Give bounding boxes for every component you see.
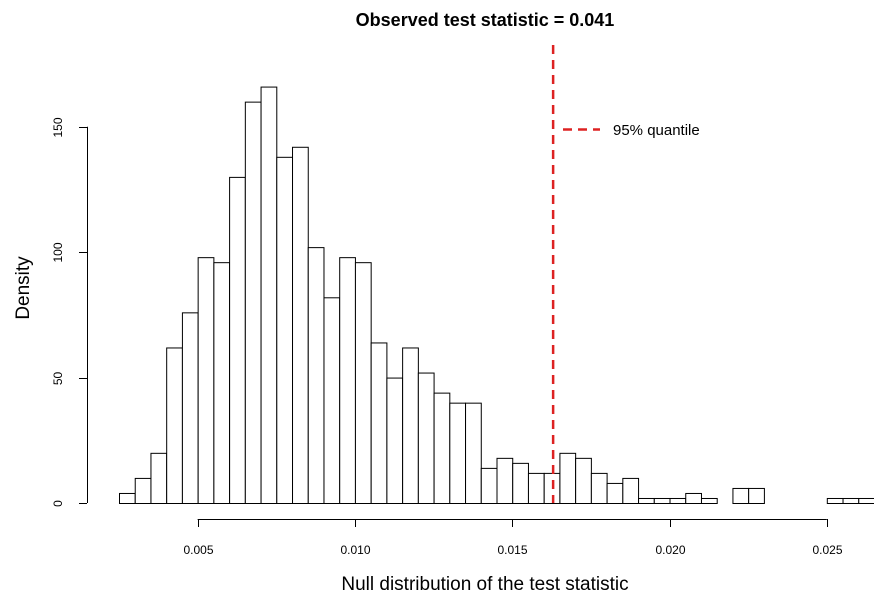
histogram-bar bbox=[402, 347, 419, 504]
histogram-bar bbox=[292, 146, 309, 504]
histogram-bar bbox=[638, 497, 655, 504]
histogram-bar bbox=[323, 297, 341, 504]
histogram-bar bbox=[433, 392, 451, 505]
y-tick-label: 50 bbox=[51, 372, 65, 386]
histogram-bar bbox=[244, 101, 262, 504]
histogram-bar bbox=[260, 86, 278, 504]
histogram-bar bbox=[339, 257, 356, 504]
x-tick-label: 0.020 bbox=[655, 543, 685, 557]
histogram-bar bbox=[386, 377, 404, 505]
x-tick-label: 0.010 bbox=[340, 543, 370, 557]
x-tick-label: 0.025 bbox=[812, 543, 842, 557]
y-axis: 0 50 100 150 bbox=[51, 117, 88, 507]
histogram-bar bbox=[370, 342, 388, 504]
y-axis-title: Density bbox=[13, 256, 34, 320]
histogram-bar bbox=[465, 402, 482, 504]
histogram-bar bbox=[181, 312, 199, 504]
legend-label: 95% quantile bbox=[613, 122, 700, 139]
histogram-bar bbox=[276, 156, 294, 504]
histogram-bar bbox=[669, 497, 687, 504]
histogram-bar bbox=[496, 457, 514, 504]
histogram-bar bbox=[417, 372, 435, 504]
histogram-bar bbox=[590, 472, 608, 505]
histogram-bar bbox=[700, 497, 718, 504]
histogram-bar bbox=[606, 482, 624, 504]
histogram-bar bbox=[150, 452, 168, 505]
legend: 95% quantile bbox=[563, 122, 700, 139]
histogram-bar bbox=[622, 477, 640, 504]
histogram-bar bbox=[307, 247, 325, 504]
y-tick-label: 100 bbox=[51, 242, 65, 262]
histogram-bar bbox=[559, 452, 577, 505]
histogram-bar bbox=[527, 472, 545, 505]
histogram-bar bbox=[480, 467, 498, 505]
histogram-bar bbox=[575, 457, 592, 504]
histogram-bar bbox=[858, 497, 874, 504]
histogram-bar bbox=[197, 257, 215, 504]
histogram-bars bbox=[119, 86, 874, 505]
histogram-bar bbox=[842, 497, 860, 504]
histogram-bar bbox=[229, 176, 246, 504]
histogram-bar bbox=[748, 487, 765, 505]
histogram-bar bbox=[119, 492, 136, 505]
y-tick-label: 0 bbox=[51, 500, 65, 507]
histogram-bar bbox=[166, 347, 183, 504]
x-axis: 0.005 0.010 0.015 0.020 0.025 bbox=[183, 519, 843, 557]
histogram-bar bbox=[213, 262, 231, 505]
histogram-bar bbox=[653, 497, 671, 504]
y-tick-label: 150 bbox=[51, 117, 65, 137]
histogram-bar bbox=[134, 477, 152, 504]
chart-title: Observed test statistic = 0.041 bbox=[356, 10, 615, 30]
x-tick-label: 0.005 bbox=[183, 543, 213, 557]
histogram-bar bbox=[826, 497, 844, 504]
histogram-bar bbox=[685, 492, 702, 505]
histogram-bar bbox=[354, 262, 372, 505]
x-tick-label: 0.015 bbox=[497, 543, 527, 557]
x-axis-title: Null distribution of the test statistic bbox=[341, 574, 628, 595]
histogram-bar bbox=[449, 402, 467, 504]
histogram-bar bbox=[732, 487, 750, 505]
histogram-bar bbox=[512, 462, 529, 504]
